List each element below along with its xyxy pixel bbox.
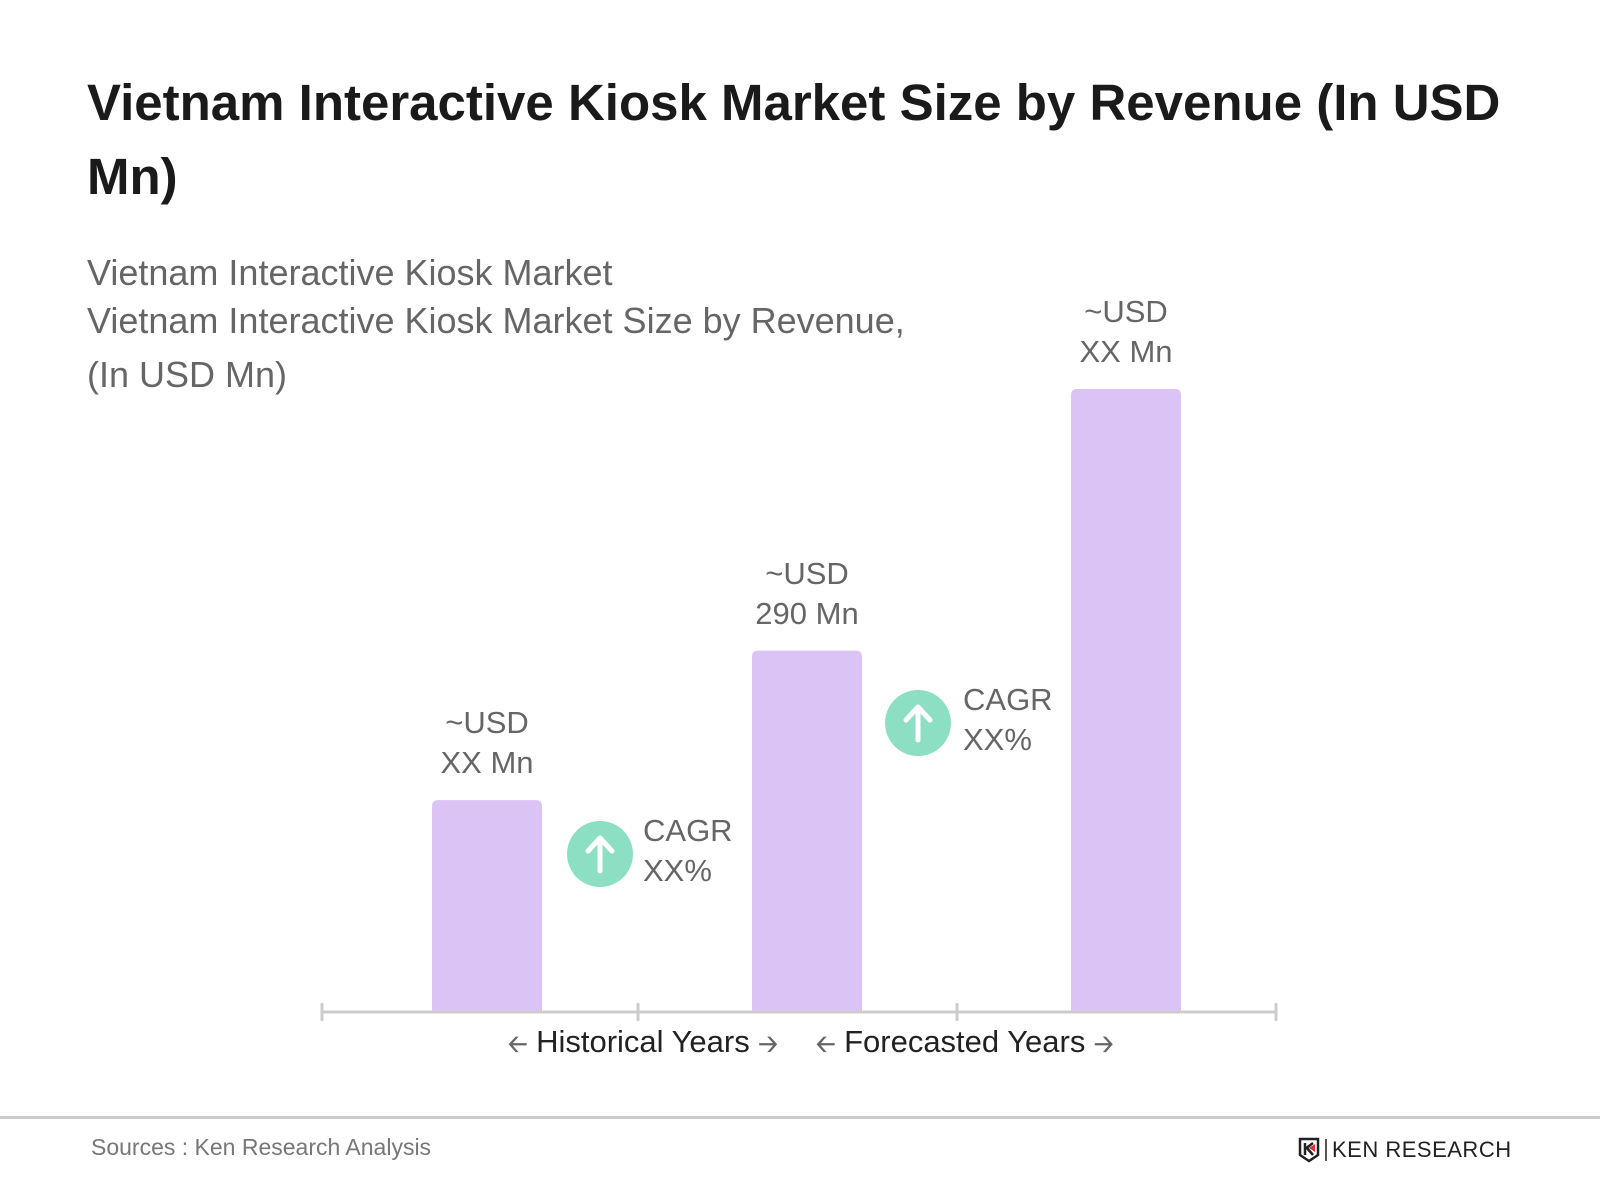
source-note: Sources : Ken Research Analysis: [91, 1134, 432, 1160]
value-label-line: XX Mn: [440, 745, 534, 781]
chart-subtitle-line: Vietnam Interactive Kiosk Market: [87, 252, 613, 293]
cagr-label: CAGR: [963, 682, 1053, 717]
cagr-annotation: CAGR XX%: [963, 680, 1053, 760]
chart-subtitle-line: (In USD Mn): [87, 354, 288, 395]
value-label-line: ~USD: [445, 705, 529, 741]
x-period-historical: 🡠 Historical Years 🡢: [508, 1024, 778, 1059]
cagr-value: XX%: [963, 722, 1032, 757]
value-label-line: 290 Mn: [755, 595, 859, 631]
x-period-forecasted: 🡠 Forecasted Years 🡢: [816, 1024, 1114, 1059]
logo-text: KEN RESEARCH: [1332, 1137, 1512, 1162]
value-label-line: ~USD: [1084, 294, 1168, 329]
bar-value-label: ~USD XX Mn: [387, 703, 587, 783]
value-label-line: XX Mn: [1079, 334, 1173, 369]
cagr-annotation: CAGR XX%: [643, 811, 733, 891]
arrow-up-circle-icon: [885, 690, 951, 756]
chart-title: Vietnam Interactive Kiosk Market Size by…: [87, 74, 1501, 205]
bar: [752, 650, 862, 1012]
bar-chart: [320, 389, 1278, 1021]
bar-value-label: ~USD XX Mn: [1026, 292, 1226, 372]
bar-value-label: ~USD 290 Mn: [707, 554, 907, 634]
cagr-value: XX%: [643, 853, 712, 888]
x-period-label: Historical Years: [536, 1024, 750, 1059]
value-label-line: ~USD: [765, 555, 849, 591]
bar: [432, 800, 542, 1012]
logo-shield-icon: [1298, 1137, 1320, 1163]
footer-divider: [0, 1116, 1600, 1119]
x-period-label: Forecasted Years: [844, 1024, 1086, 1059]
chart-subtitle-line: Vietnam Interactive Kiosk Market Size by…: [87, 300, 905, 341]
cagr-label: CAGR: [643, 813, 733, 848]
ken-research-logo: KEN RESEARCH: [1298, 1137, 1512, 1163]
bar: [1071, 389, 1181, 1012]
arrow-up-circle-icon: [567, 821, 633, 887]
